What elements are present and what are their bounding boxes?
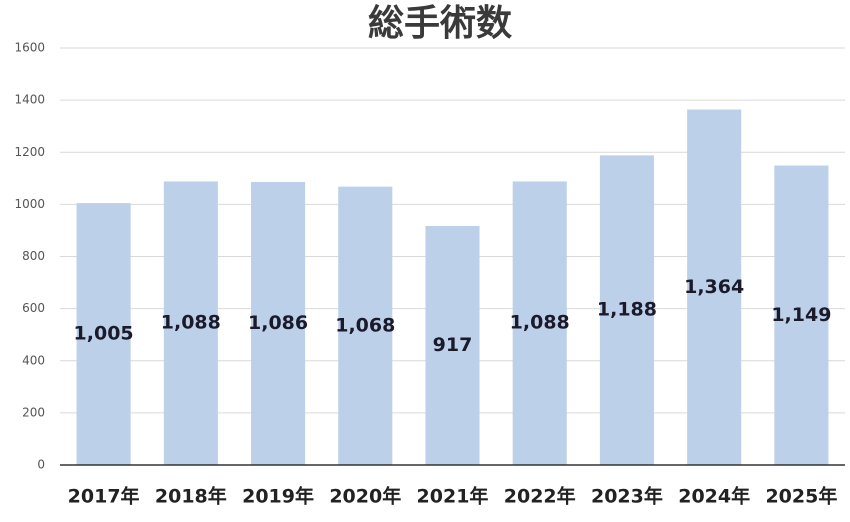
x-tick-label: 2023年 <box>591 485 663 508</box>
x-tick-label: 2018年 <box>155 485 227 508</box>
y-tick-label: 0 <box>37 458 45 472</box>
y-tick-label: 800 <box>22 249 45 263</box>
x-tick-label: 2022年 <box>504 485 576 508</box>
y-tick-label: 1000 <box>14 197 45 211</box>
y-tick-label: 600 <box>22 301 45 315</box>
value-label: 1,005 <box>74 323 134 345</box>
value-label: 1,086 <box>248 312 308 334</box>
y-tick-label: 200 <box>22 405 45 419</box>
bar <box>425 226 480 465</box>
x-tick-label: 2019年 <box>242 485 314 508</box>
value-label: 1,088 <box>510 312 570 334</box>
bar <box>512 181 567 465</box>
bar <box>599 155 654 465</box>
x-tick-label: 2025年 <box>765 485 837 508</box>
x-tick-label: 2024年 <box>678 485 750 508</box>
x-tick-label: 2021年 <box>417 485 489 508</box>
y-tick-label: 400 <box>22 353 45 367</box>
value-label: 1,068 <box>335 314 395 336</box>
value-label: 1,364 <box>684 276 744 298</box>
x-tick-label: 2017年 <box>68 485 140 508</box>
bar <box>163 181 218 465</box>
value-label: 1,088 <box>161 312 221 334</box>
value-label: 917 <box>433 334 473 356</box>
value-label: 1,149 <box>771 304 831 326</box>
bar <box>251 181 306 465</box>
bar <box>687 109 742 465</box>
bar <box>338 186 393 465</box>
y-tick-label: 1400 <box>14 93 45 107</box>
x-tick-label: 2020年 <box>329 485 401 508</box>
chart-title: 総手術数 <box>368 3 512 44</box>
value-label: 1,188 <box>597 299 657 321</box>
bar <box>76 203 131 465</box>
bar <box>774 165 829 465</box>
y-tick-label: 1600 <box>14 41 45 55</box>
y-tick-label: 1200 <box>14 145 45 159</box>
